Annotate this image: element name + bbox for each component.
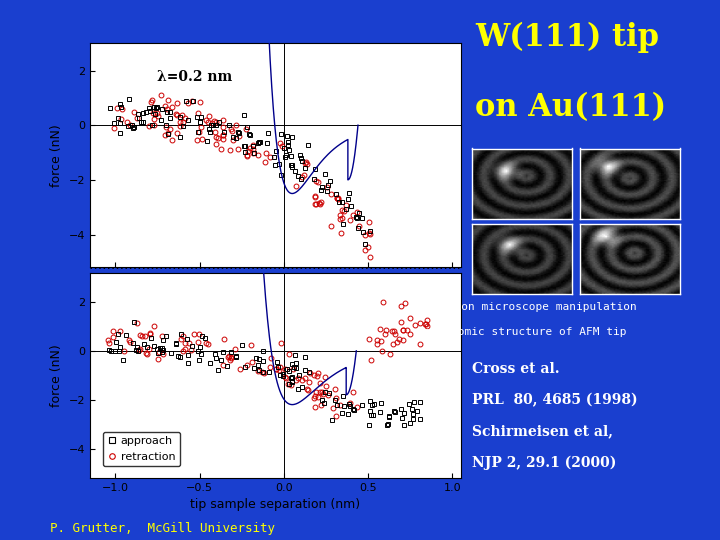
Y-axis label: force (nN): force (nN)	[50, 124, 63, 187]
Y-axis label: force (nN): force (nN)	[50, 344, 63, 407]
Text: on Au(111): on Au(111)	[475, 92, 666, 123]
Text: NJP 2, 29.1 (2000): NJP 2, 29.1 (2000)	[472, 456, 616, 470]
Text: λ=0.2 nm: λ=0.2 nm	[157, 70, 232, 84]
Text: PRL  80, 4685 (1998): PRL 80, 4685 (1998)	[472, 393, 637, 407]
Legend: approach, retraction: approach, retraction	[103, 432, 180, 466]
Text: Cross et al.: Cross et al.	[472, 362, 559, 376]
Text: P. Grutter,  McGill University: P. Grutter, McGill University	[50, 522, 275, 535]
Text: Field ion microscope manipulation: Field ion microscope manipulation	[414, 302, 637, 313]
X-axis label: tip sample separation (nm): tip sample separation (nm)	[190, 498, 361, 511]
Text: of atomic structure of AFM tip: of atomic structure of AFM tip	[424, 327, 627, 337]
Text: W(111) tip: W(111) tip	[475, 22, 660, 53]
Text: Schirmeisen et al,: Schirmeisen et al,	[472, 424, 613, 438]
